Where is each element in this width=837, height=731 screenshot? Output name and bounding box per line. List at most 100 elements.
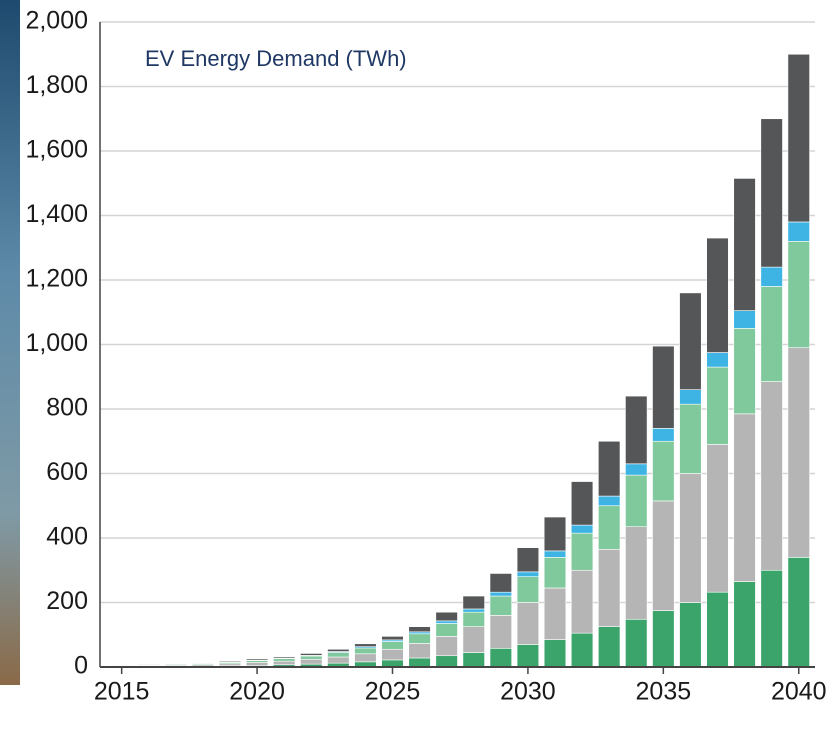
bar-segment xyxy=(707,444,729,592)
bar-segment xyxy=(734,178,756,310)
bar-segment xyxy=(436,612,458,621)
bar-segment xyxy=(734,311,756,329)
x-tick-label: 2020 xyxy=(229,678,285,706)
bar-segment xyxy=(734,582,756,667)
bar-segment xyxy=(273,657,295,658)
y-tick-label: 800 xyxy=(46,394,88,422)
bar-segment xyxy=(463,612,485,627)
bar-segment xyxy=(246,662,268,665)
bar-segment xyxy=(653,611,675,667)
bar-segment xyxy=(680,293,702,390)
bar-segment xyxy=(463,609,485,612)
bar-segment xyxy=(192,663,214,664)
bar-segment xyxy=(788,54,810,222)
y-tick-label: 1,000 xyxy=(25,329,88,357)
bar-segment xyxy=(300,653,322,655)
bar-segment xyxy=(598,506,620,550)
bars xyxy=(111,54,810,667)
bar-segment xyxy=(436,623,458,636)
bar-segment xyxy=(707,592,729,667)
y-tick-label: 600 xyxy=(46,458,88,486)
bar-segment xyxy=(490,596,512,615)
y-tick-label: 0 xyxy=(74,652,88,680)
bar-segment xyxy=(625,464,647,475)
bar-segment xyxy=(788,348,810,558)
y-tick-label: 200 xyxy=(46,587,88,615)
bar-segment xyxy=(409,634,431,644)
bar-segment xyxy=(598,441,620,496)
bar-segment xyxy=(517,572,539,577)
x-tick-label: 2040 xyxy=(771,678,827,706)
bar-segment xyxy=(571,482,593,526)
bar-segment xyxy=(517,577,539,603)
bar-segment xyxy=(165,664,187,665)
bar-segment xyxy=(653,441,675,501)
bar-segment xyxy=(544,640,566,667)
x-tick-label: 2035 xyxy=(636,678,692,706)
bar-segment xyxy=(653,501,675,611)
bar-segment xyxy=(625,619,647,667)
bar-segment xyxy=(680,404,702,473)
photo-strip xyxy=(0,0,20,685)
y-tick-label: 2,000 xyxy=(25,7,88,35)
chart-title: EV Energy Demand (TWh) xyxy=(145,46,407,71)
bar-segment xyxy=(544,588,566,640)
bar-segment xyxy=(463,652,485,667)
bar-segment xyxy=(409,627,431,632)
bar-segment xyxy=(355,648,377,654)
bar-segment xyxy=(490,592,512,596)
bar-segment xyxy=(761,382,783,571)
chart: 02004006008001,0001,2001,4001,6001,8002,… xyxy=(0,0,837,731)
bar-segment xyxy=(382,649,404,660)
bar-segment xyxy=(544,517,566,551)
bar-segment xyxy=(490,573,512,592)
bar-segment xyxy=(788,222,810,241)
y-tick-label: 1,400 xyxy=(25,200,88,228)
bar-segment xyxy=(382,660,404,667)
bar-segment xyxy=(788,241,810,347)
bar-segment xyxy=(653,346,675,428)
bar-segment xyxy=(571,633,593,667)
bar-segment xyxy=(463,627,485,653)
bar-segment xyxy=(625,396,647,464)
bar-segment xyxy=(734,328,756,413)
y-tick-label: 1,800 xyxy=(25,71,88,99)
bar-segment xyxy=(571,533,593,570)
bar-segment xyxy=(517,644,539,667)
bar-segment xyxy=(490,648,512,667)
bar-segment xyxy=(625,527,647,620)
bar-segment xyxy=(517,603,539,645)
bar-segment xyxy=(734,414,756,582)
bar-segment xyxy=(409,658,431,667)
bar-segment xyxy=(382,636,404,640)
x-tick-label: 2015 xyxy=(94,678,150,706)
bar-segment xyxy=(328,657,350,663)
bar-segment xyxy=(788,557,810,667)
bar-segment xyxy=(707,367,729,444)
bar-segment xyxy=(300,659,322,664)
bar-segment xyxy=(680,390,702,405)
x-tick-label: 2025 xyxy=(365,678,421,706)
bar-segment xyxy=(436,656,458,667)
bar-segment xyxy=(328,652,350,657)
bar-segment xyxy=(761,570,783,667)
bar-segment xyxy=(436,621,458,624)
bar-segment xyxy=(680,603,702,668)
bar-segment xyxy=(761,267,783,286)
bar-segment xyxy=(625,475,647,527)
bar-segment xyxy=(355,644,377,647)
y-tick-label: 1,600 xyxy=(25,136,88,164)
bar-segment xyxy=(436,636,458,655)
bar-segment xyxy=(463,596,485,609)
bar-segment xyxy=(273,661,295,665)
y-tick-label: 1,200 xyxy=(25,265,88,293)
bar-segment xyxy=(219,661,241,662)
bar-segment xyxy=(409,643,431,658)
bar-segment xyxy=(517,548,539,572)
bar-segment xyxy=(138,664,160,665)
bar-segment xyxy=(328,649,350,651)
bar-segment xyxy=(544,551,566,557)
bar-segment xyxy=(273,659,295,662)
bar-segment xyxy=(544,557,566,588)
bar-segment xyxy=(571,570,593,633)
